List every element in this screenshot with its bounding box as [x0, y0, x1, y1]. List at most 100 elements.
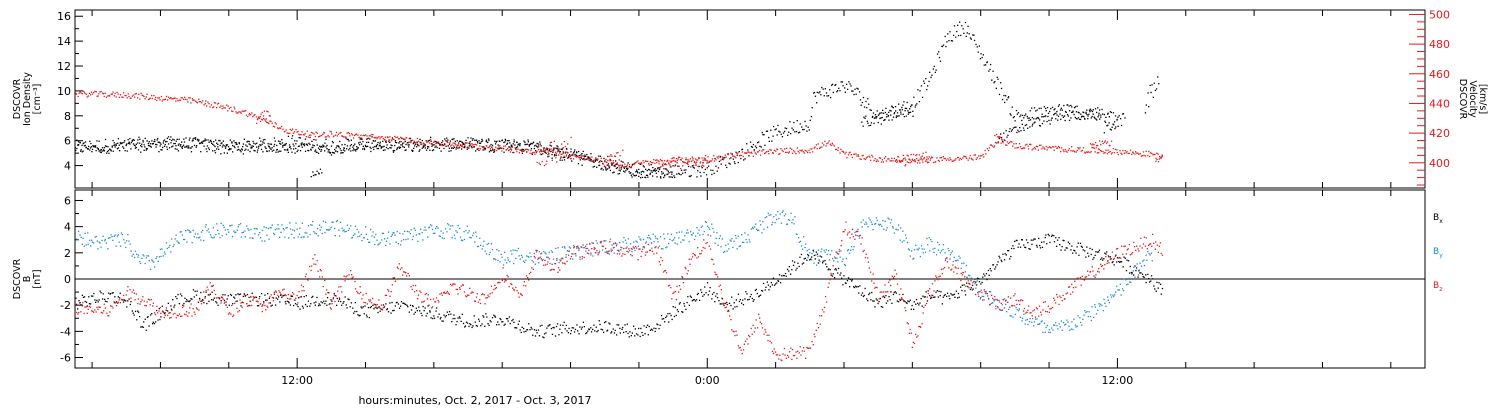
data-point	[97, 301, 99, 303]
data-point	[121, 233, 123, 236]
data-point	[713, 172, 715, 174]
data-point	[169, 97, 171, 100]
data-point	[954, 296, 956, 298]
data-point	[664, 163, 666, 165]
data-point	[193, 137, 195, 139]
data-point	[810, 115, 813, 118]
data-point	[796, 120, 798, 122]
data-point	[969, 37, 972, 39]
data-point	[157, 97, 159, 99]
data-point	[1051, 106, 1054, 108]
data-point	[625, 166, 627, 168]
data-point	[1044, 148, 1046, 150]
data-point	[1096, 152, 1098, 154]
data-point	[437, 141, 439, 143]
data-point	[657, 168, 659, 170]
data-point	[396, 136, 399, 138]
data-point	[881, 225, 883, 227]
data-point	[1154, 153, 1156, 156]
data-point	[720, 246, 722, 248]
data-point	[869, 109, 871, 111]
data-point	[78, 92, 80, 94]
data-point	[1037, 116, 1039, 119]
data-point	[1104, 120, 1106, 122]
data-point	[749, 152, 751, 154]
data-point	[696, 293, 699, 296]
data-point	[336, 135, 339, 137]
data-point	[939, 295, 941, 297]
data-point	[287, 301, 290, 303]
data-point	[626, 168, 629, 171]
data-point	[837, 149, 839, 152]
data-point	[722, 157, 725, 159]
data-point	[694, 300, 697, 302]
data-point	[275, 297, 277, 299]
data-point	[376, 239, 378, 241]
data-point	[925, 151, 927, 153]
data-point	[1113, 152, 1116, 154]
data-point	[623, 166, 625, 169]
data-point	[413, 140, 416, 143]
data-point	[546, 160, 548, 162]
data-point	[86, 305, 88, 307]
data-point	[671, 160, 673, 163]
data-point	[598, 155, 600, 157]
data-point	[103, 95, 105, 98]
data-point	[338, 298, 341, 300]
data-point	[450, 313, 452, 315]
data-point	[141, 257, 143, 260]
data-point	[594, 330, 596, 332]
data-point	[420, 141, 422, 144]
data-point	[297, 236, 299, 238]
data-point	[1112, 112, 1115, 114]
data-point	[580, 328, 583, 330]
data-point	[89, 149, 91, 151]
data-point	[809, 119, 811, 121]
data-point	[703, 157, 705, 159]
data-point	[516, 141, 518, 143]
data-point	[375, 144, 378, 147]
data-point	[691, 165, 694, 167]
data-point	[460, 144, 462, 146]
data-point	[262, 141, 264, 143]
data-point	[724, 154, 726, 156]
data-point	[1035, 110, 1037, 112]
data-point	[862, 219, 864, 221]
data-point	[1001, 138, 1003, 140]
data-point	[585, 155, 587, 157]
data-point	[134, 310, 137, 312]
data-point	[656, 161, 658, 164]
y-tick-label: 2	[64, 247, 71, 260]
data-point	[349, 306, 351, 308]
data-point	[1129, 265, 1131, 268]
data-point	[972, 159, 974, 161]
data-point	[876, 219, 878, 222]
data-series	[75, 233, 1164, 339]
data-point	[330, 299, 332, 301]
data-point	[993, 300, 995, 302]
data-point	[782, 150, 784, 153]
data-point	[1157, 153, 1159, 155]
data-point	[1128, 272, 1131, 274]
data-point	[1055, 145, 1057, 148]
data-point	[668, 321, 670, 323]
data-point	[94, 146, 96, 148]
data-point	[685, 169, 687, 171]
data-point	[1036, 318, 1038, 320]
data-point	[499, 317, 501, 320]
data-point	[393, 232, 395, 234]
data-point	[598, 161, 600, 164]
data-point	[732, 246, 734, 249]
data-point	[741, 148, 744, 150]
data-point	[677, 156, 680, 158]
data-point	[1101, 304, 1103, 307]
data-point	[731, 238, 733, 240]
data-point	[920, 245, 923, 247]
data-point	[101, 147, 104, 149]
data-point	[187, 146, 189, 149]
data-point	[510, 148, 512, 150]
data-point	[832, 144, 834, 146]
data-point	[909, 108, 911, 110]
data-point	[371, 235, 373, 237]
data-point	[469, 236, 471, 239]
